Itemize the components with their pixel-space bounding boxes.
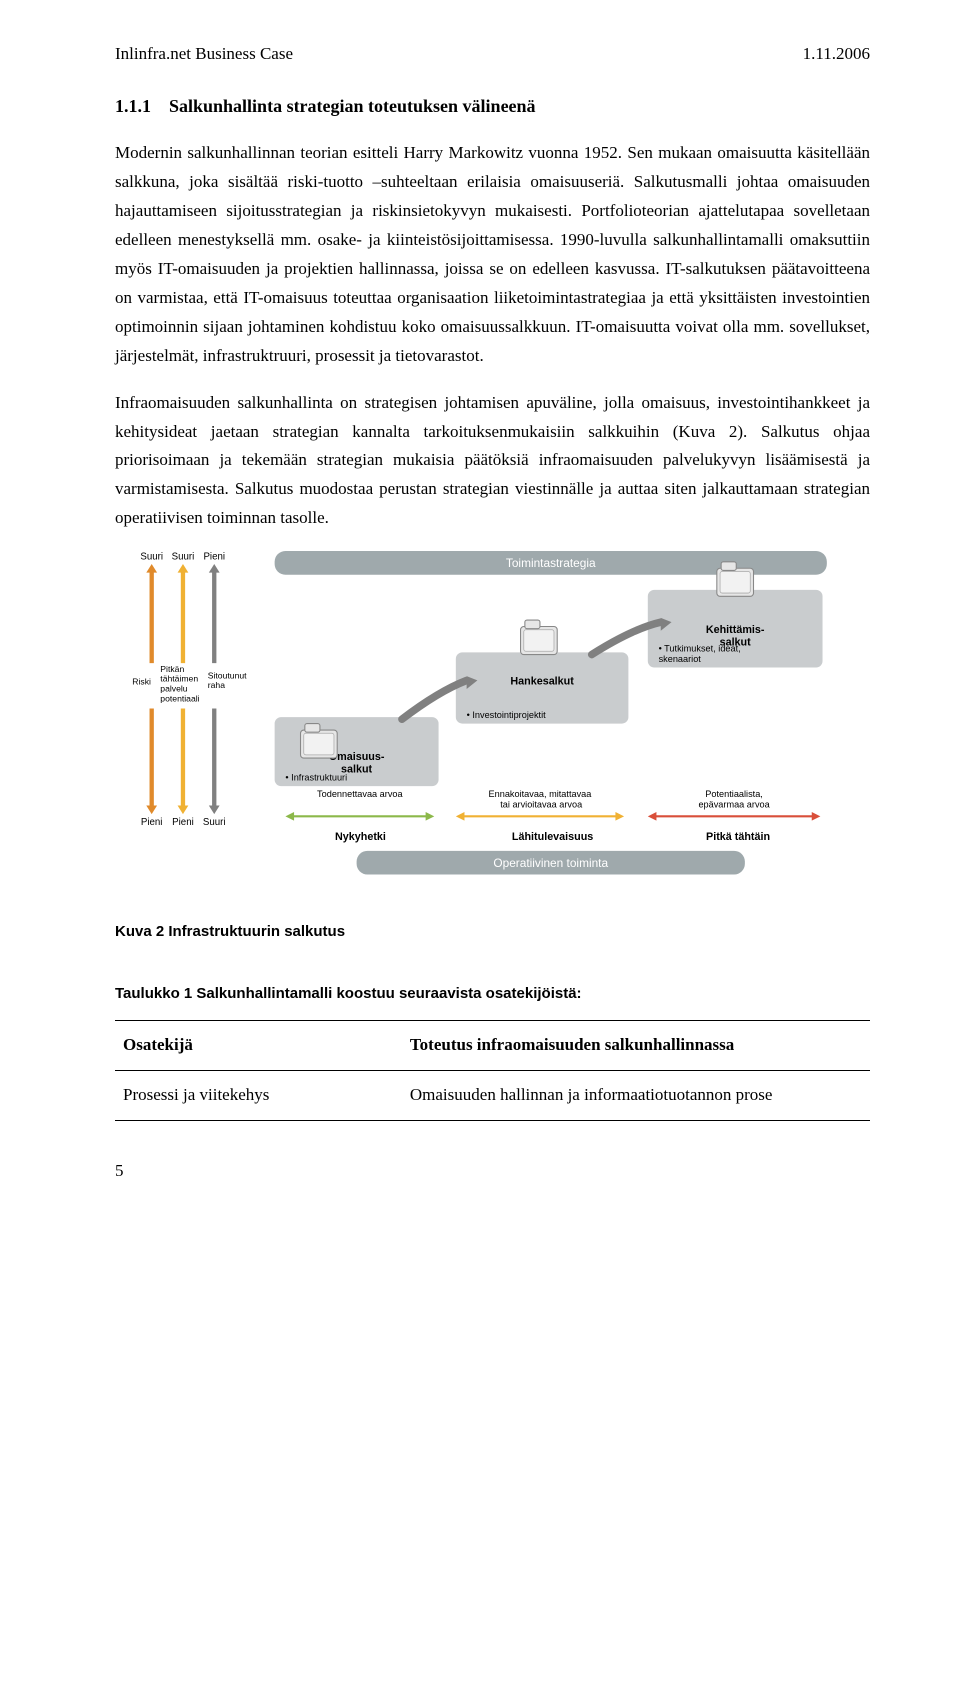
section-heading: 1.1.1 Salkunhallinta strategian toteutuk… <box>115 91 870 122</box>
svg-text:• Infrastruktuuri: • Infrastruktuuri <box>285 773 347 783</box>
svg-text:Pitkäntähtäimenpalvelupotentia: Pitkäntähtäimenpalvelupotentiaali <box>160 664 199 704</box>
svg-text:Pieni: Pieni <box>141 817 163 828</box>
svg-text:Operatiivinen toiminta: Operatiivinen toiminta <box>493 856 608 870</box>
page-number: 5 <box>115 1157 870 1186</box>
table-header-cell: Osatekijä <box>115 1021 402 1071</box>
components-table: Osatekijä Toteutus infraomaisuuden salku… <box>115 1020 870 1121</box>
svg-text:• Tutkimukset, ideat,: • Tutkimukset, ideat, <box>659 643 741 653</box>
page-header: Inlinfra.net Business Case 1.11.2006 <box>115 40 870 69</box>
table-cell: Omaisuuden hallinnan ja informaatiotuota… <box>402 1071 870 1121</box>
table-row: Prosessi ja viitekehys Omaisuuden hallin… <box>115 1071 870 1121</box>
svg-text:Pieni: Pieni <box>203 552 225 563</box>
svg-text:Suuri: Suuri <box>203 817 226 828</box>
svg-text:Pieni: Pieni <box>172 817 194 828</box>
svg-text:Ennakoitavaa, mitattavaa tai: Ennakoitavaa, mitattavaa tai arvioitavaa… <box>489 789 593 810</box>
svg-text:Sitoutunutraha: Sitoutunutraha <box>208 670 247 690</box>
header-right: 1.11.2006 <box>803 40 870 69</box>
table-cell: Prosessi ja viitekehys <box>115 1071 402 1121</box>
svg-text:Suuri: Suuri <box>172 552 195 563</box>
svg-text:Lähitulevaisuus: Lähitulevaisuus <box>512 831 593 843</box>
svg-text:Pitkä tähtäin: Pitkä tähtäin <box>706 831 770 843</box>
portfolio-diagram: Toimintastrategia Suuri Suuri Pieni Riski Pit… <box>115 551 870 895</box>
svg-text:• Investointiprojektit: • Investointiprojektit <box>467 710 546 720</box>
section-title: Salkunhallinta strategian toteutuksen vä… <box>169 91 536 122</box>
svg-text:Nykyhetki: Nykyhetki <box>335 831 386 843</box>
svg-text:skenaariot: skenaariot <box>659 654 702 664</box>
svg-text:Toimintastrategia: Toimintastrategia <box>506 556 596 570</box>
svg-text:Hankesalkut: Hankesalkut <box>510 675 574 687</box>
table-header-cell: Toteutus infraomaisuuden salkunhallinnas… <box>402 1021 870 1071</box>
table-header-row: Osatekijä Toteutus infraomaisuuden salku… <box>115 1021 870 1071</box>
figure-caption: Kuva 2 Infrastruktuurin salkutus <box>115 919 870 945</box>
svg-text:Todennettavaa arvoa: Todennettavaa arvoa <box>317 789 403 799</box>
header-left: Inlinfra.net Business Case <box>115 40 293 69</box>
table-heading: Taulukko 1 Salkunhallintamalli koostuu s… <box>115 981 870 1007</box>
section-number: 1.1.1 <box>115 91 151 122</box>
svg-text:Suuri: Suuri <box>140 552 163 563</box>
body-paragraph-1: Modernin salkunhallinnan teorian esittel… <box>115 139 870 370</box>
diagram-svg: Toimintastrategia Suuri Suuri Pieni Riski Pit… <box>115 551 870 885</box>
svg-text:Potentiaalista,epävarmaa arvoa: Potentiaalista,epävarmaa arvoa <box>698 789 770 810</box>
body-paragraph-2: Infraomaisuuden salkunhallinta on strate… <box>115 389 870 533</box>
svg-text:Riski: Riski <box>132 677 151 687</box>
